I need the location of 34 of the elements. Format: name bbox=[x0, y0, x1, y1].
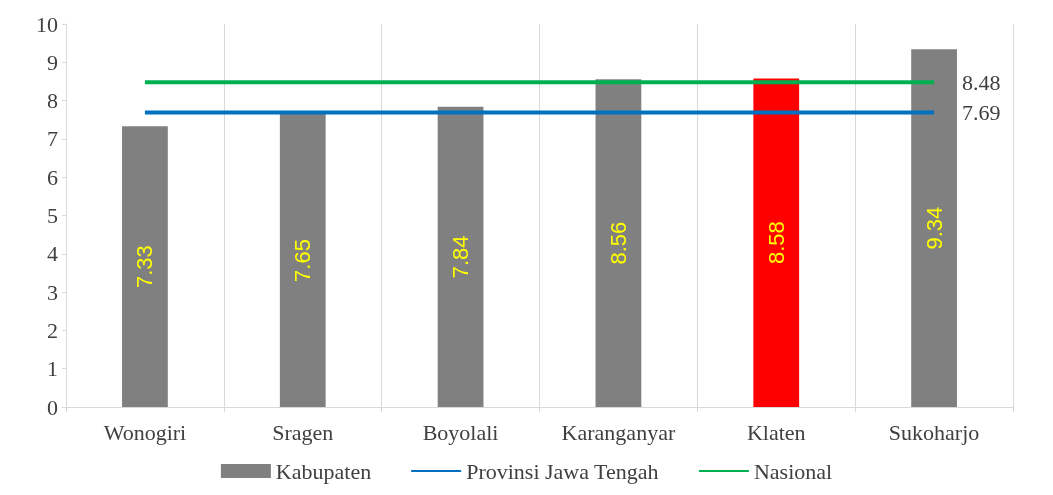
y-tick-label: 8 bbox=[47, 88, 58, 114]
x-tick-label: Boyolali bbox=[422, 419, 499, 445]
bar bbox=[279, 114, 326, 407]
legend-label: Kabupaten bbox=[275, 458, 372, 484]
data-label: 8.48 bbox=[962, 69, 1001, 95]
y-tick-label: 3 bbox=[47, 279, 58, 305]
bar bbox=[911, 49, 957, 407]
x-tick-label: Karanganyar bbox=[561, 419, 676, 445]
x-tick-label: Klaten bbox=[746, 419, 806, 445]
x-tick-label: Wonogiri bbox=[103, 419, 187, 445]
x-tick-label: Sukoharjo bbox=[888, 419, 980, 445]
y-tick-label: 1 bbox=[47, 356, 58, 382]
data-label: 7.33 bbox=[132, 245, 158, 289]
legend-label: Nasional bbox=[753, 458, 833, 484]
bar bbox=[122, 126, 168, 407]
legend-label: Provinsi Jawa Tengah bbox=[466, 458, 659, 484]
data-label: 7.84 bbox=[448, 235, 474, 279]
data-label: 8.58 bbox=[763, 221, 789, 265]
y-tick-label: 2 bbox=[47, 317, 58, 343]
bar bbox=[437, 106, 484, 407]
bar bbox=[753, 78, 800, 407]
y-tick-label: 5 bbox=[47, 203, 58, 228]
y-tick-label: 9 bbox=[47, 49, 58, 75]
y-tick-label: 6 bbox=[47, 164, 58, 190]
data-label: 7.65 bbox=[290, 239, 316, 282]
data-label: 9.34 bbox=[921, 206, 947, 250]
y-tick-label: 7 bbox=[47, 126, 58, 152]
y-tick-label: 0 bbox=[47, 394, 58, 420]
data-label: 8.56 bbox=[605, 221, 631, 265]
y-tick-label: 10 bbox=[36, 11, 58, 37]
data-label: 7.69 bbox=[962, 99, 1001, 125]
x-tick-label: Sragen bbox=[272, 419, 334, 445]
y-tick-label: 4 bbox=[47, 241, 58, 267]
bar bbox=[595, 79, 642, 407]
